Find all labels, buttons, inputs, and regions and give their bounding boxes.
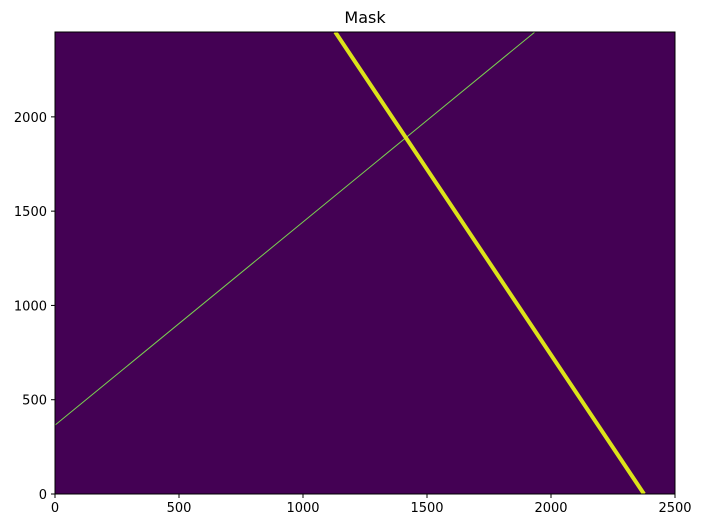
y-tick-label: 1500: [14, 205, 47, 220]
mask-line-1: [55, 32, 536, 426]
y-axis: 0 500 1000 1500 2000: [14, 111, 55, 503]
x-tick-label: 1500: [410, 501, 443, 516]
x-tick-label: 2500: [658, 501, 691, 516]
chart-title: Mask: [344, 8, 386, 27]
x-tick-label: 2000: [534, 501, 567, 516]
x-tick-label: 500: [167, 501, 192, 516]
mask-line-2: [333, 32, 646, 494]
y-tick-label: 0: [39, 488, 47, 503]
plot-frame: [54, 31, 676, 495]
x-tick-label: 1000: [286, 501, 319, 516]
y-tick-label: 1000: [14, 299, 47, 314]
mask-image: [55, 32, 675, 494]
mask-lines: [55, 32, 646, 494]
x-tick-label: 0: [51, 501, 59, 516]
y-tick-label: 500: [22, 394, 47, 409]
x-axis: 0 500 1000 1500 2000 2500: [51, 494, 692, 516]
y-tick-label: 2000: [14, 111, 47, 126]
